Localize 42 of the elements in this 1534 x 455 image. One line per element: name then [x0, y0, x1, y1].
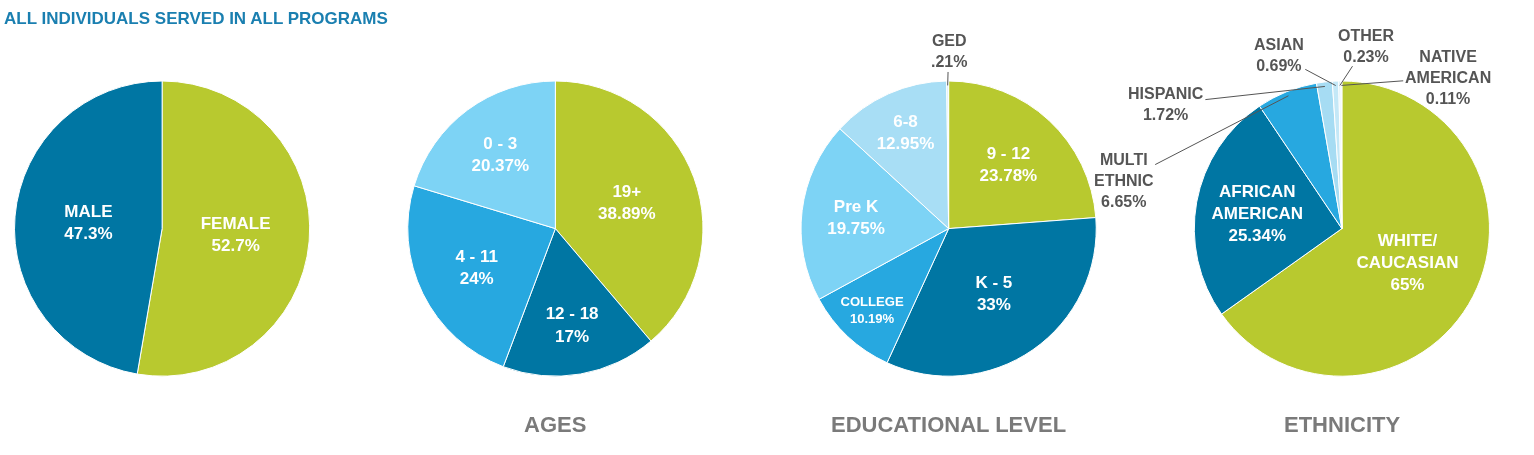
slice-label: HISPANIC: [1128, 85, 1204, 102]
slice-label: 6-8: [893, 111, 918, 131]
slice-label: FEMALE: [200, 214, 271, 234]
slice-label: 19+: [612, 181, 642, 201]
data-label: 20.37%: [471, 155, 530, 175]
slice-label: 12 - 18: [545, 304, 599, 324]
slice-label: OTHER: [1338, 27, 1395, 44]
data-label: 17%: [555, 326, 590, 346]
slice-label: 4 - 11: [455, 246, 498, 266]
data-label: 19.75%: [827, 218, 885, 238]
data-label: 25.34%: [1228, 225, 1287, 245]
slice-label: 9 - 12: [986, 143, 1031, 163]
data-label: 65%: [1390, 275, 1425, 295]
text: ETHNICITY: [1284, 412, 1401, 437]
slice-label: WHITE/ CAUCASIAN: [1356, 230, 1459, 272]
data-label: 12.95%: [876, 133, 935, 153]
slice-label: ASIAN: [1254, 36, 1304, 53]
slice-label: K - 5: [975, 273, 1013, 293]
data-label: 10.19%: [849, 311, 895, 327]
data-label: 0.69%: [1256, 56, 1302, 74]
slice-label: MULTI ETHNIC: [1094, 151, 1154, 189]
text: AGES: [524, 412, 587, 437]
slice-label: MALE: [64, 201, 113, 221]
slice-label: COLLEGE: [840, 294, 904, 310]
slice-label: NATIVE AMERICAN: [1405, 48, 1492, 86]
data-label: .21%: [931, 52, 968, 70]
text: EDUCATIONAL LEVEL: [831, 412, 1067, 437]
data-label: 23.78%: [979, 165, 1038, 185]
chart-title: ALL INDIVIDUALS SERVED IN ALL PROGRAMS: [4, 9, 388, 28]
data-label: 1.72%: [1142, 105, 1189, 123]
data-label: 38.89%: [598, 203, 656, 223]
slice-label: AFRICAN AMERICAN: [1211, 181, 1304, 223]
data-label: 24%: [459, 268, 494, 288]
data-label: 6.65%: [1101, 192, 1147, 210]
data-label: 52.7%: [211, 236, 260, 256]
data-label: 33%: [976, 295, 1011, 315]
data-label: 0.23%: [1343, 47, 1389, 65]
slice-label: Pre K: [833, 196, 879, 216]
data-label: 47.3%: [64, 223, 113, 243]
slice-label: 0 - 3: [483, 133, 518, 153]
slice-label: GED: [931, 32, 967, 49]
data-label: 0.11%: [1425, 89, 1471, 107]
